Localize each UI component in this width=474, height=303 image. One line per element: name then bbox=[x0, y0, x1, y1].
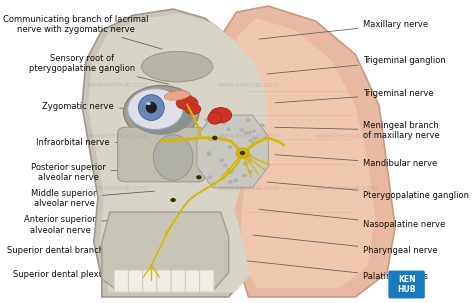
Circle shape bbox=[246, 159, 251, 163]
Ellipse shape bbox=[185, 104, 201, 114]
Circle shape bbox=[247, 154, 252, 157]
Text: www.kenhub.com: www.kenhub.com bbox=[317, 133, 379, 139]
Polygon shape bbox=[237, 18, 375, 288]
FancyBboxPatch shape bbox=[118, 127, 205, 182]
Circle shape bbox=[228, 170, 233, 174]
Circle shape bbox=[228, 180, 233, 184]
Circle shape bbox=[196, 175, 202, 179]
Text: Mandibular nerve: Mandibular nerve bbox=[275, 155, 438, 168]
Circle shape bbox=[211, 182, 216, 186]
Text: Pterygopalatine ganglion: Pterygopalatine ganglion bbox=[267, 182, 469, 200]
Text: Communicating branch of lacrimal
nerve with zygomatic nerve: Communicating branch of lacrimal nerve w… bbox=[3, 15, 163, 49]
Circle shape bbox=[239, 128, 244, 132]
Ellipse shape bbox=[176, 96, 198, 110]
Circle shape bbox=[222, 121, 227, 125]
Text: Trigeminal nerve: Trigeminal nerve bbox=[275, 89, 434, 103]
Ellipse shape bbox=[141, 52, 213, 82]
Text: www.kenhub.com: www.kenhub.com bbox=[317, 185, 379, 191]
Ellipse shape bbox=[208, 112, 222, 124]
Circle shape bbox=[207, 151, 211, 155]
FancyBboxPatch shape bbox=[185, 270, 200, 292]
Polygon shape bbox=[82, 9, 260, 297]
Text: www.kenhub.com: www.kenhub.com bbox=[218, 133, 280, 139]
Text: www.kenhub.com: www.kenhub.com bbox=[87, 133, 149, 139]
Circle shape bbox=[228, 145, 232, 149]
Text: Superior dental branches: Superior dental branches bbox=[7, 244, 145, 255]
Circle shape bbox=[204, 118, 209, 122]
Circle shape bbox=[213, 138, 218, 142]
Circle shape bbox=[219, 158, 224, 162]
Circle shape bbox=[227, 168, 231, 171]
Circle shape bbox=[223, 164, 228, 168]
Circle shape bbox=[260, 124, 265, 127]
Ellipse shape bbox=[146, 102, 151, 105]
Polygon shape bbox=[88, 13, 266, 293]
Text: Nasopalatine nerve: Nasopalatine nerve bbox=[259, 209, 446, 229]
FancyBboxPatch shape bbox=[128, 270, 143, 292]
FancyBboxPatch shape bbox=[200, 270, 214, 292]
Circle shape bbox=[212, 136, 218, 140]
Text: www.kenhub.com: www.kenhub.com bbox=[87, 82, 149, 88]
Circle shape bbox=[240, 151, 245, 155]
Text: Posterior superior
alveolar nerve: Posterior superior alveolar nerve bbox=[31, 163, 163, 182]
Polygon shape bbox=[102, 212, 228, 291]
Ellipse shape bbox=[146, 102, 157, 113]
Circle shape bbox=[248, 170, 253, 174]
Circle shape bbox=[226, 128, 231, 131]
Text: www.kenhub.com: www.kenhub.com bbox=[218, 82, 280, 88]
FancyBboxPatch shape bbox=[171, 270, 185, 292]
FancyBboxPatch shape bbox=[157, 270, 171, 292]
Ellipse shape bbox=[128, 89, 194, 135]
Circle shape bbox=[251, 141, 256, 145]
Circle shape bbox=[243, 162, 248, 166]
Text: Trigeminal ganglion: Trigeminal ganglion bbox=[267, 56, 446, 74]
Ellipse shape bbox=[128, 88, 183, 130]
FancyBboxPatch shape bbox=[388, 271, 425, 298]
Text: Superior dental plexus: Superior dental plexus bbox=[12, 267, 139, 279]
Circle shape bbox=[253, 137, 258, 140]
Text: www.kenhub.com: www.kenhub.com bbox=[218, 185, 280, 191]
Ellipse shape bbox=[124, 85, 199, 138]
Text: Pharyngeal nerve: Pharyngeal nerve bbox=[253, 235, 438, 255]
Circle shape bbox=[247, 131, 252, 134]
Text: Zygomatic nerve: Zygomatic nerve bbox=[42, 102, 168, 111]
Circle shape bbox=[234, 179, 238, 182]
Circle shape bbox=[242, 174, 246, 177]
FancyBboxPatch shape bbox=[114, 270, 128, 292]
Polygon shape bbox=[221, 6, 395, 297]
Circle shape bbox=[236, 148, 249, 158]
Ellipse shape bbox=[138, 95, 164, 120]
Circle shape bbox=[207, 153, 211, 157]
Text: Anterior superior
alveolar nerve: Anterior superior alveolar nerve bbox=[25, 215, 149, 235]
Text: Infraorbital nerve: Infraorbital nerve bbox=[36, 138, 166, 147]
Circle shape bbox=[251, 129, 256, 133]
Circle shape bbox=[170, 198, 176, 202]
Ellipse shape bbox=[210, 108, 232, 123]
Text: Sensory root of
pterygopalatine ganglion: Sensory root of pterygopalatine ganglion bbox=[29, 54, 168, 84]
Ellipse shape bbox=[154, 135, 193, 180]
Text: KEN
HUB: KEN HUB bbox=[397, 275, 416, 294]
Circle shape bbox=[246, 118, 250, 122]
Text: www.kenhub.com: www.kenhub.com bbox=[87, 185, 149, 191]
Polygon shape bbox=[197, 115, 268, 188]
Circle shape bbox=[208, 175, 212, 179]
Text: Maxillary nerve: Maxillary nerve bbox=[259, 20, 428, 39]
Text: Middle superior
alveolar nerve: Middle superior alveolar nerve bbox=[31, 189, 155, 208]
Circle shape bbox=[208, 138, 213, 141]
FancyBboxPatch shape bbox=[143, 270, 157, 292]
Text: Palatine nerves: Palatine nerves bbox=[247, 261, 428, 281]
Circle shape bbox=[243, 131, 248, 135]
Text: Meningeal branch
of maxillary nerve: Meningeal branch of maxillary nerve bbox=[275, 121, 440, 140]
Ellipse shape bbox=[164, 91, 190, 100]
Circle shape bbox=[248, 139, 253, 142]
